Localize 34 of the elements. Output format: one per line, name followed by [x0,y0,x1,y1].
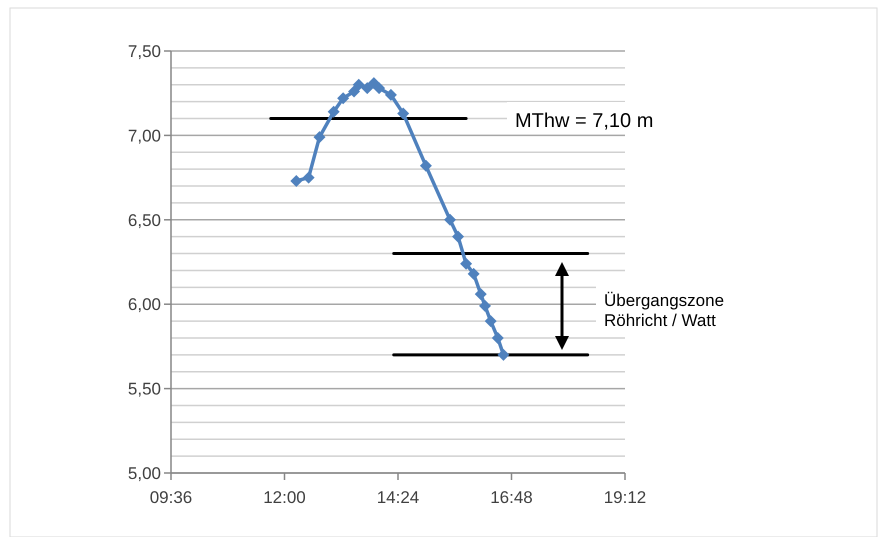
point [328,106,340,118]
point [313,131,326,144]
point [484,315,497,328]
x-tick-label: 09:36 [150,488,192,507]
point [444,214,456,226]
point [361,82,374,94]
point [397,107,410,120]
x-tick-label: 16:48 [490,488,533,507]
point [479,300,492,312]
point [373,82,386,94]
point [337,92,350,104]
point [348,86,360,98]
point [474,288,487,300]
point [497,348,510,361]
y-tick-label: 7,50 [128,42,161,61]
y-tick-label: 5,00 [128,464,161,483]
point [452,230,464,243]
point [420,160,432,172]
x-tick-label: 12:00 [263,488,306,507]
annotation: MThw = 7,10 m [515,110,654,132]
y-tick-label: 6,00 [128,295,161,314]
point [492,332,504,344]
x-tick-label: 14:24 [376,488,420,507]
point [290,174,302,187]
x-tick-label: 19:12 [604,488,646,507]
point [384,88,397,101]
annotation: Übergangszone Röhricht / Watt [604,290,724,330]
y-tick-label: 6,50 [128,210,161,230]
y-tick-label: 5,50 [128,380,161,399]
point [468,268,480,280]
point [302,172,315,184]
point [460,258,472,270]
y-tick-label: 7,00 [128,126,161,146]
point [352,78,365,91]
